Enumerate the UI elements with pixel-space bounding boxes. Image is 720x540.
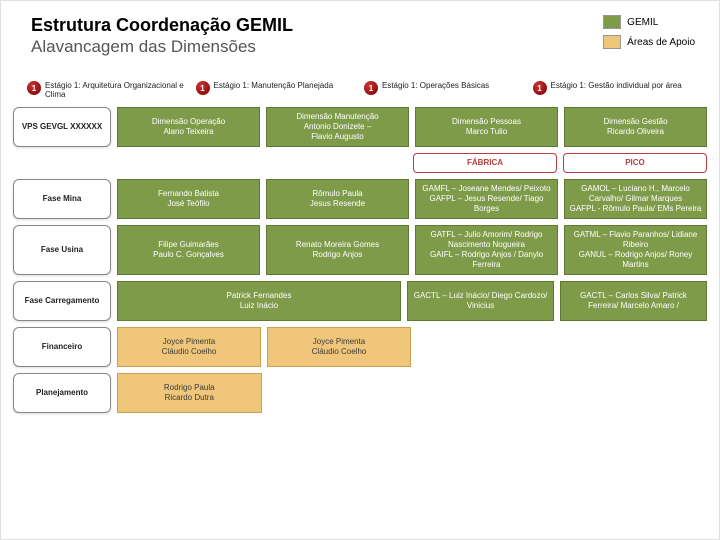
dim-gestao: Dimensão GestãoRicardo Oliveira — [564, 107, 707, 147]
legend-label: GEMIL — [627, 17, 658, 28]
org-grid: VPS GEVGL XXXXXX Dimensão OperaçãoAlano … — [1, 99, 719, 413]
section-pico: PICO — [563, 153, 707, 173]
mina-c3: GAMFL – Joseane Mendes/ PeixotoGAFPL – J… — [415, 179, 558, 219]
dim-manutencao: Dimensão ManutençãoAntonio Donizete –Fla… — [266, 107, 409, 147]
phase-usina: Fase Usina — [13, 225, 111, 275]
row-carregamento: Fase Carregamento Patrick FernandesLuiz … — [13, 281, 707, 321]
mina-c4: GAMOL – Luciano H., Marcelo Carvalho/ Gi… — [564, 179, 707, 219]
stage-3: 1 Estágio 1: Operações Básicas — [360, 81, 529, 99]
stage-badge: 1 — [196, 81, 210, 95]
usina-c4: GATML – Flavio Paranhos/ Lidiane Ribeiro… — [564, 225, 707, 275]
dim-operacao: Dimensão OperaçãoAlano Teixeira — [117, 107, 260, 147]
legend-item-gemil: GEMIL — [603, 15, 695, 29]
row-sections: FÁBRICA PICO — [13, 153, 707, 173]
carreg-c3: GACTL – Luiz Inácio/ Diego Cardozo/ Vini… — [407, 281, 554, 321]
fin-c1: Joyce PimentaCláudio Coelho — [117, 327, 261, 367]
stage-1: 1 Estágio 1: Arquitetura Organizacional … — [23, 81, 192, 99]
usina-c3: GATFL – Julio Amorim/ Rodrigo Nascimento… — [415, 225, 558, 275]
usina-c2: Renato Moreira GomesRodrigo Anjos — [266, 225, 409, 275]
phase-financeiro: Financeiro — [13, 327, 111, 367]
stage-text: Estágio 1: Gestão individual por área — [551, 81, 682, 90]
stage-badge: 1 — [364, 81, 378, 95]
mina-c1: Fernando BatistaJosé Teófilo — [117, 179, 260, 219]
row-usina: Fase Usina Filipe GuimarãesPaulo C. Gonç… — [13, 225, 707, 275]
dim-pessoas: Dimensão PessoasMarco Tulio — [415, 107, 558, 147]
swatch-tan — [603, 35, 621, 49]
row-planejamento: Planejamento Rodrigo PaulaRicardo Dutra — [13, 373, 707, 413]
plan-c1: Rodrigo PaulaRicardo Dutra — [117, 373, 262, 413]
phase-carregamento: Fase Carregamento — [13, 281, 111, 321]
row-dimensions: VPS GEVGL XXXXXX Dimensão OperaçãoAlano … — [13, 107, 707, 147]
stage-row: 1 Estágio 1: Arquitetura Organizacional … — [1, 81, 719, 99]
vps-box: VPS GEVGL XXXXXX — [13, 107, 111, 147]
row-financeiro: Financeiro Joyce PimentaCláudio Coelho J… — [13, 327, 707, 367]
stage-4: 1 Estágio 1: Gestão individual por área — [529, 81, 698, 99]
stage-text: Estágio 1: Arquitetura Organizacional e … — [45, 81, 188, 99]
phase-planejamento: Planejamento — [13, 373, 111, 413]
mina-c2: Rômulo PaulaJesus Resende — [266, 179, 409, 219]
row-mina: Fase Mina Fernando BatistaJosé Teófilo R… — [13, 179, 707, 219]
carreg-c4: GACTL – Carlos Silva/ Patrick Ferreira/ … — [560, 281, 707, 321]
stage-text: Estágio 1: Operações Básicas — [382, 81, 489, 90]
carreg-c1: Patrick FernandesLuiz Inácio — [117, 281, 401, 321]
phase-mina: Fase Mina — [13, 179, 111, 219]
usina-c1: Filipe GuimarãesPaulo C. Gonçalves — [117, 225, 260, 275]
swatch-green — [603, 15, 621, 29]
stage-text: Estágio 1: Manutenção Planejada — [214, 81, 334, 90]
stage-2: 1 Estágio 1: Manutenção Planejada — [192, 81, 361, 99]
legend-item-apoio: Áreas de Apoio — [603, 35, 695, 49]
legend-label: Áreas de Apoio — [627, 37, 695, 48]
stage-badge: 1 — [533, 81, 547, 95]
fin-c2: Joyce PimentaCláudio Coelho — [267, 327, 411, 367]
stage-badge: 1 — [27, 81, 41, 95]
legend: GEMIL Áreas de Apoio — [603, 15, 695, 55]
section-fabrica: FÁBRICA — [413, 153, 557, 173]
